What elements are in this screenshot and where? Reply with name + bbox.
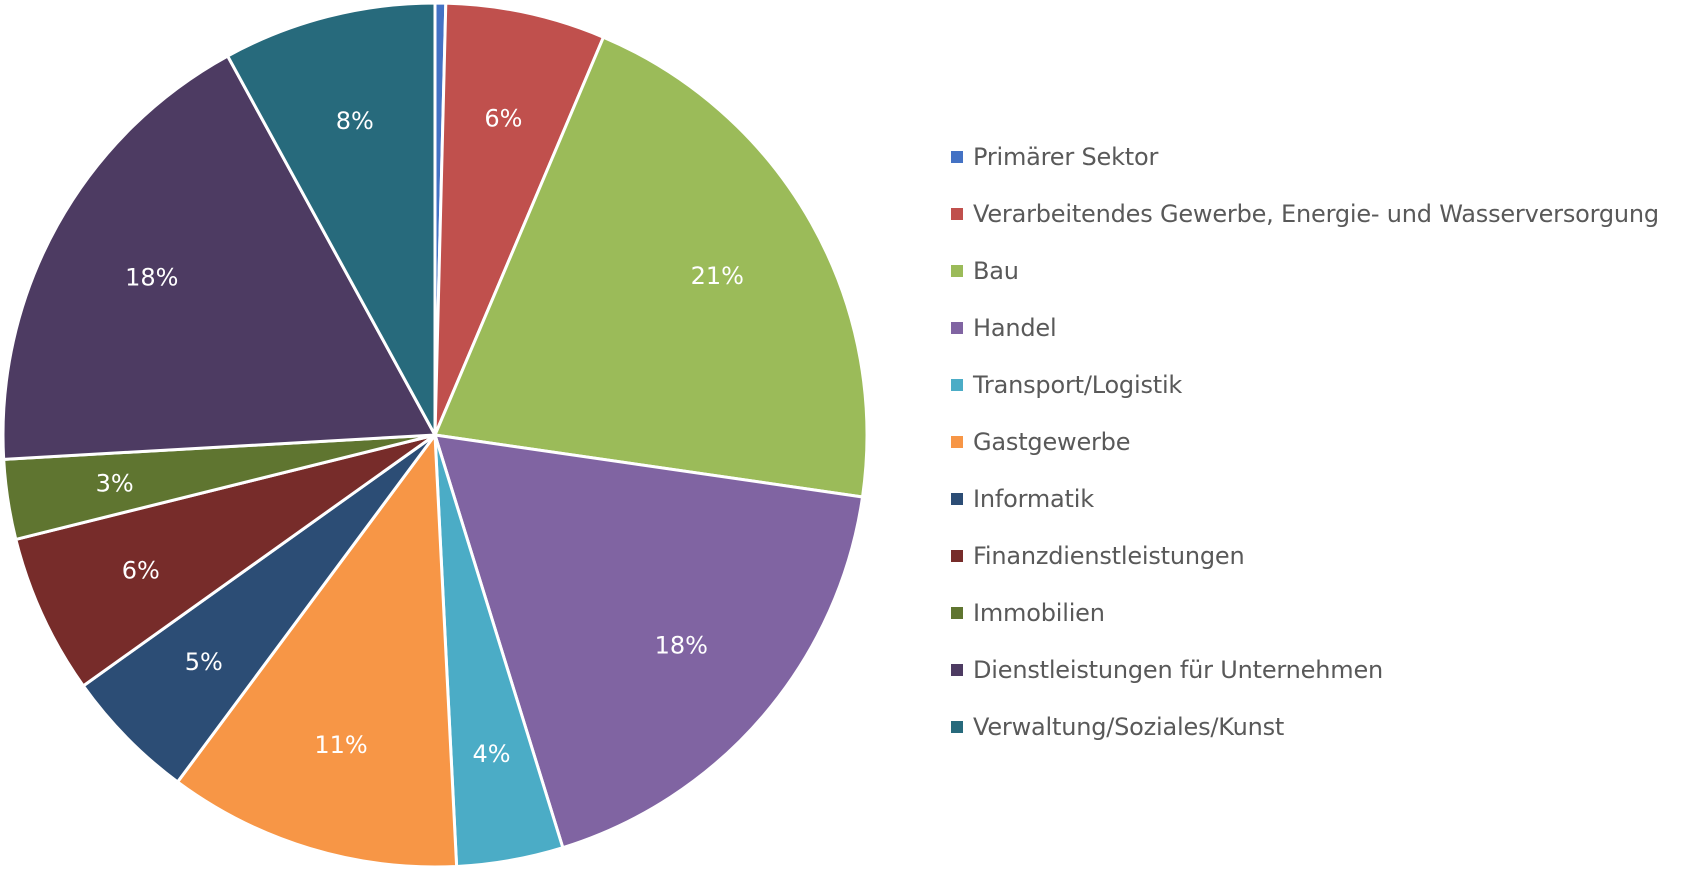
legend-item-primaerer-sektor: Primärer Sektor [951, 128, 1696, 185]
pie-slice-handel [433, 433, 865, 850]
legend-swatch [951, 150, 963, 163]
data-label-gastgewerbe: 11% [314, 731, 367, 759]
data-label-finanzdienstleistungen: 6% [122, 557, 160, 585]
legend-item-informatik: Informatik [951, 470, 1696, 527]
legend-label: Immobilien [973, 598, 1105, 627]
legend-swatch [951, 492, 963, 505]
legend-swatch [951, 720, 963, 733]
pie-slice-dienstleistungen-fuer-unternehmen [1, 54, 437, 461]
legend-label: Bau [973, 256, 1019, 285]
legend-item-gastgewerbe: Gastgewerbe [951, 413, 1696, 470]
legend-label: Finanzdienstleistungen [973, 541, 1245, 570]
legend-swatch [951, 378, 963, 391]
legend-swatch [951, 663, 963, 676]
data-label-dienstleistungen-fuer-unternehmen: 18% [125, 264, 178, 292]
legend-swatch [951, 207, 963, 220]
legend-label: Dienstleistungen für Unternehmen [973, 655, 1384, 684]
data-label-verwaltung-soziales-kunst: 8% [336, 107, 374, 135]
legend-item-bau: Bau [951, 242, 1696, 299]
data-label-informatik: 5% [185, 648, 223, 676]
legend-swatch [951, 321, 963, 334]
legend-swatch [951, 435, 963, 448]
legend-item-handel: Handel [951, 299, 1696, 356]
pie-chart: 6% 21% 18% 4% 11% 5% 6% 3% 18% 8% [1, 1, 869, 869]
data-label-handel: 18% [655, 631, 708, 659]
legend-label: Verwaltung/Soziales/Kunst [973, 712, 1285, 741]
data-label-verarbeitendes-gewerbe-energie-und-wasserversorgung: 6% [484, 104, 522, 132]
legend-label: Handel [973, 313, 1057, 342]
legend-item-verwaltung-soziales-kunst: Verwaltung/Soziales/Kunst [951, 698, 1696, 755]
legend-item-transport-logistik: Transport/Logistik [951, 356, 1696, 413]
pie-slice-finanzdienstleistungen [14, 433, 437, 688]
data-label-bau: 21% [691, 262, 744, 290]
legend-label: Gastgewerbe [973, 427, 1131, 456]
legend-swatch [951, 549, 963, 562]
data-label-transport-logistik: 4% [472, 740, 510, 768]
pie-slice-verarbeitendes-gewerbe-energie-und-wasserversorgung [433, 1, 605, 437]
legend-item-immobilien: Immobilien [951, 584, 1696, 641]
legend-item-verarbeitendes-gewerbe-energie-und-wasserversorgung: Verarbeitendes Gewerbe, Energie- und Was… [951, 185, 1696, 242]
legend-label: Transport/Logistik [973, 370, 1183, 399]
legend-swatch [951, 264, 963, 277]
legend-item-dienstleistungen-fuer-unternehmen: Dienstleistungen für Unternehmen [951, 641, 1696, 698]
pie-data-labels: 6% 21% 18% 4% 11% 5% 6% 3% 18% 8% [96, 104, 744, 768]
legend-label: Informatik [973, 484, 1094, 513]
chart-legend: Primärer Sektor Verarbeitendes Gewerbe, E… [951, 128, 1696, 755]
legend-swatch [951, 606, 963, 619]
data-label-immobilien: 3% [96, 469, 134, 497]
legend-item-finanzdienstleistungen: Finanzdienstleistungen [951, 527, 1696, 584]
pie-slice-gastgewerbe [176, 433, 459, 869]
pie-slices [1, 1, 869, 869]
pie-slice-bau [433, 35, 869, 499]
legend-label: Verarbeitendes Gewerbe, Energie- und Was… [973, 199, 1659, 228]
pie-slice-verwaltung-soziales-kunst [226, 1, 437, 437]
legend-label: Primärer Sektor [973, 142, 1159, 171]
